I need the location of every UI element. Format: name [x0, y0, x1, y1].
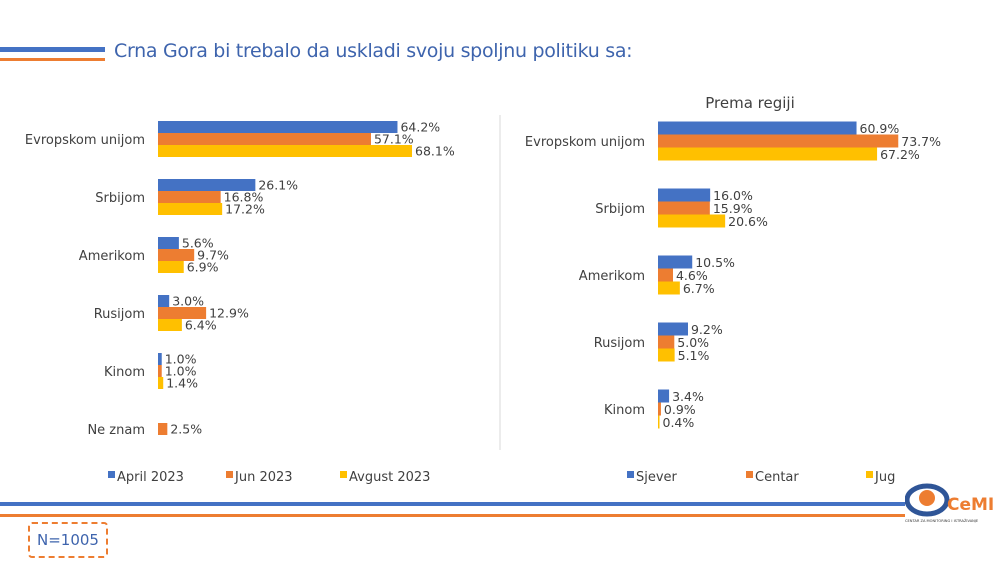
data-label: 16.8% — [224, 190, 264, 205]
category-label: Kinom — [604, 403, 645, 418]
bar-sjever — [658, 121, 857, 135]
legend-label: Sjever — [636, 470, 678, 485]
legend-swatch — [108, 471, 115, 478]
footer-line-blue — [0, 502, 905, 506]
data-label: 0.9% — [664, 402, 696, 417]
data-label: 10.5% — [695, 255, 735, 270]
bar-avgust-2023 — [158, 377, 164, 389]
bar-centar — [658, 268, 673, 282]
category-label: Evropskom unijom — [525, 135, 645, 150]
legend-label: Avgust 2023 — [349, 470, 430, 485]
data-label: 67.2% — [880, 147, 920, 162]
category-label: Srbijom — [595, 202, 645, 217]
svg-text:CeMI: CeMI — [947, 495, 994, 515]
bar-jun-2023 — [158, 249, 195, 261]
bar-jug — [658, 147, 878, 161]
bar-avgust-2023 — [158, 145, 413, 157]
data-label: 16.0% — [713, 188, 753, 203]
footer-line-orange — [0, 514, 905, 517]
bar-jun-2023 — [158, 365, 162, 377]
data-label: 5.1% — [678, 348, 710, 363]
data-label: 1.4% — [166, 376, 198, 391]
data-label: 60.9% — [860, 121, 900, 136]
bar-centar — [658, 134, 899, 148]
category-label: Ne znam — [87, 423, 145, 438]
bar-jun-2023 — [158, 307, 207, 319]
bar-avgust-2023 — [158, 261, 184, 273]
data-label: 1.0% — [165, 352, 197, 367]
data-label: 0.4% — [663, 415, 695, 430]
bar-jug — [658, 415, 660, 429]
category-label: Rusijom — [594, 336, 645, 351]
bar-jug — [658, 348, 675, 362]
data-label: 57.1% — [374, 132, 414, 147]
bar-avgust-2023 — [158, 319, 182, 331]
legend-label: Centar — [755, 470, 799, 485]
legend-swatch — [866, 471, 873, 478]
legend-swatch — [746, 471, 753, 478]
bar-april-2023 — [158, 295, 170, 307]
sample-size-badge: N=1005 — [28, 522, 108, 558]
data-label: 6.4% — [185, 318, 217, 333]
data-label: 3.4% — [672, 389, 704, 404]
data-label: 20.6% — [728, 214, 768, 229]
bar-april-2023 — [158, 179, 256, 191]
category-label: Amerikom — [79, 249, 145, 264]
data-label: 1.0% — [165, 364, 197, 379]
legend-swatch — [226, 471, 233, 478]
bar-sjever — [658, 188, 711, 202]
data-label: 9.7% — [197, 248, 229, 263]
category-label: Rusijom — [94, 307, 145, 322]
data-label: 9.2% — [691, 322, 723, 337]
data-label: 5.6% — [182, 236, 214, 251]
legend-label: April 2023 — [117, 470, 184, 485]
data-label: 17.2% — [225, 202, 265, 217]
data-label: 15.9% — [713, 201, 753, 216]
data-label: 68.1% — [415, 144, 455, 159]
legend-label: Jun 2023 — [234, 470, 293, 485]
bar-jun-2023 — [158, 191, 221, 203]
bar-sjever — [658, 322, 688, 336]
data-label: 3.0% — [172, 294, 204, 309]
charts: Evropskom unijom 64.2%57.1%68.1% Srbijom 26… — [25, 94, 941, 485]
category-label: Kinom — [104, 365, 145, 380]
bar-jun-2023 — [158, 423, 168, 435]
data-label: 26.1% — [258, 178, 298, 193]
data-label: 12.9% — [209, 306, 249, 321]
cemi-logo: CeMI CENTAR ZA MONITORING I ISTRAŽIVANJE — [904, 478, 1000, 532]
bar-april-2023 — [158, 353, 162, 365]
bar-avgust-2023 — [158, 203, 223, 215]
category-label: Srbijom — [95, 191, 145, 206]
data-label: 73.7% — [901, 134, 941, 149]
bar-centar — [658, 402, 661, 416]
legend-swatch — [627, 471, 634, 478]
chart-title: Prema regiji — [705, 94, 795, 112]
category-label: Evropskom unijom — [25, 133, 145, 148]
legend-swatch — [340, 471, 347, 478]
data-label: 6.9% — [187, 260, 219, 275]
page-title: Crna Gora bi trebalo da uskladi svoju sp… — [114, 40, 633, 62]
data-label: 5.0% — [677, 335, 709, 350]
bar-sjever — [658, 389, 670, 403]
bar-centar — [658, 335, 675, 349]
data-label: 64.2% — [400, 120, 440, 135]
bar-centar — [658, 201, 710, 215]
svg-text:CENTAR ZA MONITORING I ISTRAŽI: CENTAR ZA MONITORING I ISTRAŽIVANJE — [905, 518, 979, 523]
legend-label: Jug — [874, 470, 895, 485]
bar-jun-2023 — [158, 133, 371, 145]
category-label: Amerikom — [579, 269, 645, 284]
title-accent-orange — [0, 58, 105, 61]
data-label: 6.7% — [683, 281, 715, 296]
bar-jug — [658, 214, 726, 228]
bar-april-2023 — [158, 121, 398, 133]
bar-april-2023 — [158, 237, 179, 249]
bar-jug — [658, 281, 680, 295]
data-label: 2.5% — [170, 422, 202, 437]
title-accent-blue — [0, 47, 105, 52]
bar-sjever — [658, 255, 693, 269]
data-label: 4.6% — [676, 268, 708, 283]
